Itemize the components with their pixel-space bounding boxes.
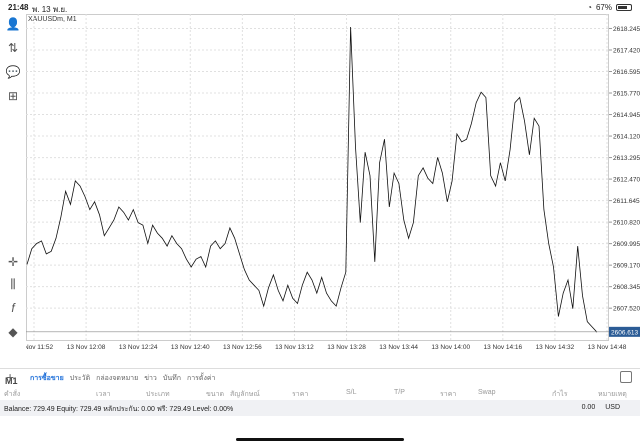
orders-table-header: คำสั่ง เวลา ประเภท ขนาด สัญลักษณ์ ราคา S… (0, 386, 640, 400)
status-time: 21:48 (8, 3, 29, 12)
symbol-label: XAUUSDm, M1 (28, 16, 77, 23)
status-right: ◔ 67% (587, 3, 632, 12)
x-tick-label: 13 Nov 12:40 (171, 344, 210, 351)
battery-icon (616, 4, 632, 11)
chart-area[interactable]: XAUUSDm, M1 2618.245 2617.420 2616.595 2615… (26, 14, 640, 368)
col-comment: หมายเหตุ (598, 391, 627, 398)
tab-trade[interactable]: การซื้อขาย (30, 375, 64, 382)
bottom-toolbar: + การซื้อขาย ประวัติ กล่องจดหมาย ข่าว บั… (0, 368, 640, 386)
status-date: พ. 13 พ.ย. (32, 5, 68, 14)
x-tick-label: 13 Nov 13:44 (379, 344, 418, 351)
y-tick-label: 2612.470 (613, 177, 640, 184)
price-line (26, 26, 598, 333)
y-tick-label: 2618.245 (613, 26, 640, 33)
x-tick-label: 13 Nov 11:52 (26, 344, 53, 351)
x-tick-label: 13 Nov 12:56 (223, 344, 262, 351)
col-price2: ราคา (440, 391, 457, 398)
y-tick-label: 2617.420 (613, 47, 640, 54)
y-tick-label: 2609.170 (613, 263, 640, 270)
col-volume: ขนาด (206, 391, 225, 398)
tab-mailbox[interactable]: กล่องจดหมาย (96, 375, 139, 382)
x-tick-label: 13 Nov 14:48 (588, 344, 627, 351)
y-tick-label: 2614.945 (613, 112, 640, 119)
x-tick-label: 13 Nov 12:08 (67, 344, 106, 351)
new-document-icon[interactable]: ⊞ (7, 89, 19, 103)
timeframe-button[interactable]: M1 (5, 376, 18, 386)
balance-bar: Balance: 729.49 Equity: 729.49 หลักประกั… (0, 400, 640, 416)
col-tp: T/P (394, 389, 405, 396)
col-type: ประเภท (146, 391, 170, 398)
x-tick-label: 13 Nov 13:12 (275, 344, 314, 351)
y-tick-label: 2610.820 (613, 220, 640, 227)
col-order: คำสั่ง (4, 391, 21, 398)
x-tick-label: 13 Nov 14:16 (483, 344, 522, 351)
tab-news[interactable]: ข่าว (144, 375, 157, 382)
balance-summary: 0.00 USD (582, 404, 620, 411)
y-tick-label: 2613.295 (613, 155, 640, 162)
terminal-tabs: การซื้อขาย ประวัติ กล่องจดหมาย ข่าว บันท… (30, 373, 215, 384)
indicators-icon[interactable]: ⫼ (10, 276, 16, 291)
tab-journal[interactable]: บันทึก (162, 375, 181, 382)
current-price-tag (609, 326, 640, 337)
y-tick-label: 2608.345 (613, 284, 640, 291)
x-tick-label: 13 Nov 13:28 (327, 344, 366, 351)
y-tick-label: 2615.770 (613, 91, 640, 98)
col-sl: S/L (346, 389, 357, 396)
chat-icon[interactable]: 💬 (5, 65, 21, 79)
profit-value: 0.00 (581, 404, 596, 411)
left-toolbar: 👤 ⇅ 💬 ⊞ ✛ ⫼ f ◆ M1 (0, 14, 26, 386)
tab-history[interactable]: ประวัติ (69, 375, 91, 382)
y-tick-label: 2609.995 (613, 241, 640, 248)
currency: USD (605, 404, 620, 411)
y-tick-label: 2614.120 (613, 134, 640, 141)
add-icon[interactable]: + (6, 369, 15, 385)
function-icon[interactable]: f (11, 301, 15, 315)
balance-text: Balance: 729.49 Equity: 729.49 หลักประกั… (4, 406, 234, 413)
x-tick-label: 13 Nov 14:00 (431, 344, 470, 351)
y-tick-label: 2611.645 (613, 198, 640, 205)
tab-settings[interactable]: การตั้งค่า (186, 375, 216, 382)
crosshair-icon[interactable]: ✛ (7, 255, 19, 269)
plot-frame (26, 14, 609, 341)
status-bar: 21:48 พ. 13 พ.ย. ◔ 67% (0, 0, 640, 14)
col-swap: Swap (478, 389, 496, 396)
battery-percent: 67% (595, 3, 612, 12)
y-tick-label: 2616.595 (613, 69, 640, 76)
col-symbol: สัญลักษณ์ (230, 391, 260, 398)
col-profit: กำไร (552, 391, 568, 398)
home-indicator (236, 438, 404, 441)
wifi-icon: ◔ (587, 3, 592, 12)
col-time: เวลา (96, 391, 111, 398)
layout-icon[interactable] (620, 371, 632, 383)
current-price-label: 2606.613 (611, 329, 638, 336)
col-price: ราคา (292, 391, 309, 398)
order-icon[interactable]: ⇅ (7, 41, 19, 55)
x-tick-label: 13 Nov 14:32 (536, 344, 575, 351)
objects-icon[interactable]: ◆ (8, 325, 18, 339)
y-tick-label: 2607.520 (613, 306, 640, 313)
trader-icon[interactable]: 👤 (5, 17, 21, 31)
price-chart[interactable]: 2618.245 2617.420 2616.595 2615.770 2614.945… (26, 14, 640, 368)
x-tick-label: 13 Nov 12:24 (119, 344, 158, 351)
